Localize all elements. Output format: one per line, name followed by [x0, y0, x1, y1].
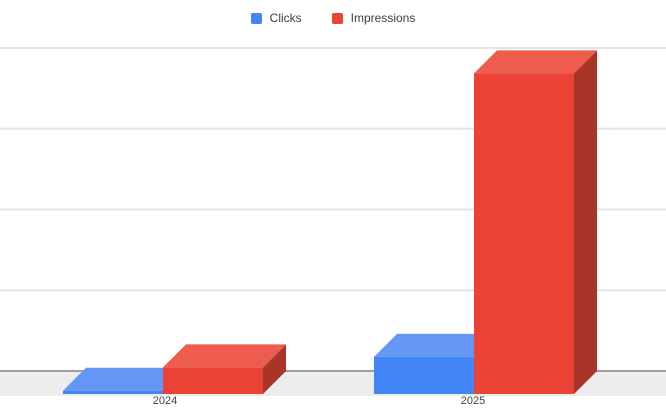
- x-axis-label-2025: 2025: [460, 395, 486, 407]
- bar-clicks-2025-top-face[interactable]: [374, 333, 497, 357]
- bar-clicks-2024-front-face[interactable]: [63, 390, 163, 394]
- bar-impressions-2024-top-face[interactable]: [163, 344, 286, 368]
- legend-item-impressions[interactable]: Impressions: [331, 11, 416, 25]
- x-axis-label-2024: 2024: [152, 395, 178, 407]
- impressions-legend-swatch-icon: [331, 12, 343, 24]
- chart-legend: Clicks Impressions: [0, 12, 666, 24]
- bar-impressions-2024-side-face[interactable]: [263, 344, 286, 394]
- bar-impressions-2024-front-face[interactable]: [163, 367, 263, 394]
- bar-clicks-2025-front-face[interactable]: [374, 356, 474, 394]
- bar-clicks-2024-top-face[interactable]: [63, 367, 186, 391]
- bar-impressions-2025-front-face[interactable]: [474, 73, 574, 395]
- bar-impressions-2025-side-face[interactable]: [574, 50, 597, 395]
- legend-label-impressions: Impressions: [350, 11, 416, 25]
- legend-label-clicks: Clicks: [269, 11, 302, 25]
- clicks-legend-swatch-icon: [250, 12, 262, 24]
- bar-impressions-2025-top-face[interactable]: [474, 50, 597, 74]
- legend-item-clicks[interactable]: Clicks: [250, 11, 302, 25]
